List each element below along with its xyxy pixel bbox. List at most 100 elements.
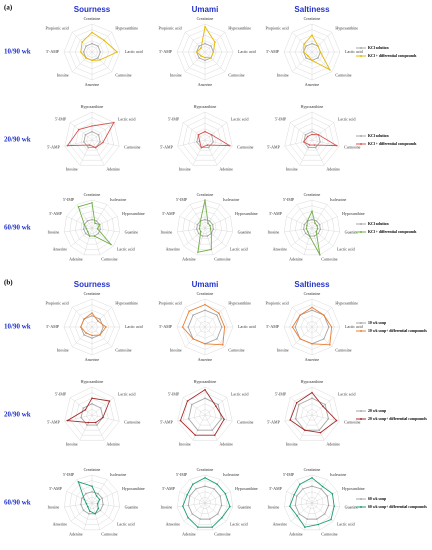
series-point [91, 125, 93, 127]
row-label: 10/90 wk [4, 323, 31, 331]
axis-label: Lactic acid [118, 391, 136, 396]
axis-label: Adenine [219, 442, 233, 447]
series-point [197, 526, 199, 528]
series-point [228, 144, 231, 147]
spoke [196, 502, 206, 530]
axis-label: Anserine [305, 82, 320, 87]
legend-label: 20 wk soup [368, 409, 386, 413]
series-point [289, 419, 291, 421]
axis-label: Isoleucine [330, 472, 347, 477]
axis-label: Guanine [238, 230, 252, 235]
series-point [296, 515, 298, 517]
series-point [113, 121, 115, 124]
series-point [91, 337, 93, 340]
spoke [292, 326, 313, 347]
series-point [188, 495, 191, 497]
series-point [295, 401, 298, 404]
spoke [204, 216, 231, 229]
legend-label: KCl solution [368, 46, 389, 50]
axis-label: 5'-AMP [269, 486, 282, 491]
spoke [91, 397, 115, 416]
spoke [64, 502, 93, 508]
series-point [179, 419, 182, 422]
series-point [80, 326, 82, 328]
series-point [224, 492, 227, 495]
series-point [303, 141, 305, 143]
series-point [315, 220, 318, 222]
grid-ring [188, 122, 222, 156]
series-point [217, 403, 219, 406]
series-point [314, 222, 316, 225]
grid-ring [177, 386, 233, 441]
series-point [208, 220, 211, 222]
series-point [303, 429, 306, 431]
spoke [204, 204, 221, 229]
series-point [333, 505, 335, 507]
spoke [185, 32, 206, 53]
spoke [177, 139, 206, 147]
axis-label: Lactic acid [338, 116, 356, 121]
axis-label: Guanine [125, 505, 139, 510]
series-point [204, 303, 206, 306]
spoke [311, 326, 332, 347]
series-point [101, 497, 103, 500]
series-point [80, 416, 82, 419]
spoke [91, 227, 101, 255]
panel-label: (b) [4, 279, 13, 287]
spoke [91, 139, 105, 166]
series-point [99, 51, 102, 53]
series-point [315, 230, 318, 233]
series-point [97, 320, 99, 322]
series-point [317, 57, 319, 59]
spoke [292, 51, 313, 72]
series-point [99, 318, 101, 320]
series-point [91, 218, 93, 221]
grid-ring [75, 485, 109, 520]
series-point [206, 235, 209, 237]
series-point [97, 507, 100, 510]
spoke [284, 227, 313, 233]
series-point [116, 51, 118, 53]
axis-label: Propionic acid [158, 26, 181, 31]
axis-label: Hypoxanthine [335, 301, 358, 306]
axis-label: 5'-AMP [47, 419, 60, 424]
series-point [311, 130, 313, 133]
legend-label: 60 wk soup [368, 497, 386, 501]
series-point [218, 312, 220, 314]
axis-label: Carnosine [335, 72, 351, 77]
series-point [216, 338, 218, 340]
spoke [311, 479, 328, 504]
axis-label: Hypoxanthine [228, 26, 251, 31]
axis-label: Inosine [170, 72, 182, 77]
series-point [82, 509, 85, 512]
axis-label: Guanine [238, 505, 252, 510]
series-point [99, 334, 101, 336]
axis-label: Inosine [57, 347, 69, 352]
series-point [204, 42, 206, 45]
series-point [91, 491, 93, 493]
series-point [88, 510, 91, 512]
series-point [323, 513, 326, 515]
series-point [303, 43, 305, 45]
axis-label: 5'-AMP [159, 324, 172, 329]
axis-label: Propionic acid [45, 301, 68, 306]
spoke [204, 479, 221, 504]
spoke [189, 479, 206, 504]
series-point [308, 235, 311, 237]
series-point [199, 224, 201, 227]
spoke [91, 51, 112, 72]
spoke [204, 502, 233, 508]
axis-label: Inosine [277, 72, 289, 77]
grid-ring [199, 409, 211, 421]
axis-label: Carnosine [214, 257, 230, 262]
axis-label: Lactic acid [125, 49, 143, 54]
series-point [209, 224, 211, 227]
spoke [311, 414, 340, 422]
series-point [197, 133, 200, 136]
spoke [79, 414, 93, 441]
axis-label: Lactic acid [231, 116, 249, 121]
series-point [96, 502, 99, 505]
series-point [302, 51, 305, 53]
series-point [91, 59, 93, 62]
spoke [185, 326, 206, 347]
